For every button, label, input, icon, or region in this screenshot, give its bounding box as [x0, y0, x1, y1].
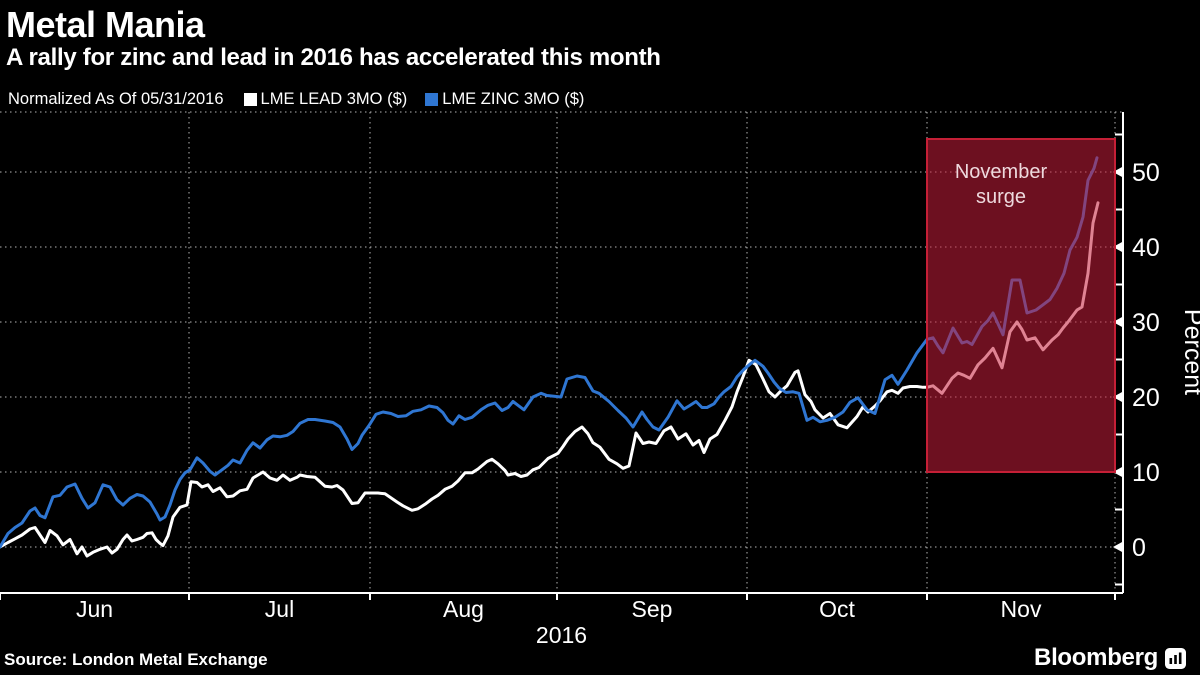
- legend: Normalized As Of 05/31/2016 LME LEAD 3MO…: [8, 90, 602, 109]
- y-axis-major-tick: [1113, 241, 1123, 253]
- y-axis-major-tick: [1113, 166, 1123, 178]
- annotation-group: November surge: [926, 138, 1116, 473]
- month-label: Jul: [265, 596, 294, 622]
- november-surge-region: [926, 138, 1116, 473]
- legend-item-lead-label: LME LEAD 3MO ($): [260, 90, 408, 108]
- bloomberg-logo: Bloomberg: [1034, 644, 1186, 672]
- y-tick-label: 30: [1132, 309, 1160, 337]
- lead-swatch-icon: [243, 93, 257, 106]
- series-group: [0, 156, 1100, 558]
- annotation-text-line1: November: [955, 161, 1048, 183]
- bloomberg-wordmark: Bloomberg: [1034, 644, 1158, 671]
- year-label: 2016: [536, 622, 587, 648]
- source-credit: Source: London Metal Exchange: [4, 650, 268, 669]
- y-axis-major-tick: [1113, 391, 1123, 403]
- page-subtitle: A rally for zinc and lead in 2016 has ac…: [6, 44, 661, 71]
- series-line-zinc: [0, 156, 1099, 549]
- y-axis-major-tick: [1113, 466, 1123, 478]
- bloomberg-chart-icon: [1165, 647, 1186, 669]
- legend-item-zinc: LME ZINC 3MO ($): [425, 90, 584, 109]
- page-title: Metal Mania: [6, 4, 205, 45]
- legend-normalized-note: Normalized As Of 05/31/2016: [8, 90, 224, 108]
- annotation-text-line2: surge: [976, 186, 1026, 208]
- y-tick-label: 0: [1132, 534, 1146, 562]
- y-axis-title: Percent: [1179, 309, 1200, 395]
- axis-labels-group: 0 10 20 30 40 50 Jun Jul Aug Sep Oct Nov 2016 Percent: [76, 159, 1200, 648]
- axes-group: [0, 112, 1124, 600]
- legend-item-zinc-label: LME ZINC 3MO ($): [442, 90, 585, 108]
- series-line-lead: [0, 201, 1100, 558]
- zinc-swatch-icon: [425, 93, 439, 106]
- legend-item-lead: LME LEAD 3MO ($): [243, 90, 408, 109]
- y-tick-label: 40: [1132, 234, 1160, 262]
- month-label: Aug: [443, 596, 484, 622]
- y-tick-label: 20: [1132, 384, 1160, 412]
- month-label: Sep: [632, 596, 673, 622]
- y-axis-major-tick: [1113, 316, 1123, 328]
- y-tick-label: 10: [1132, 459, 1160, 487]
- month-label: Oct: [819, 596, 855, 622]
- month-label: Nov: [1001, 596, 1042, 622]
- y-axis-major-tick: [1113, 541, 1123, 553]
- y-tick-label: 50: [1132, 159, 1160, 187]
- month-label: Jun: [76, 596, 113, 622]
